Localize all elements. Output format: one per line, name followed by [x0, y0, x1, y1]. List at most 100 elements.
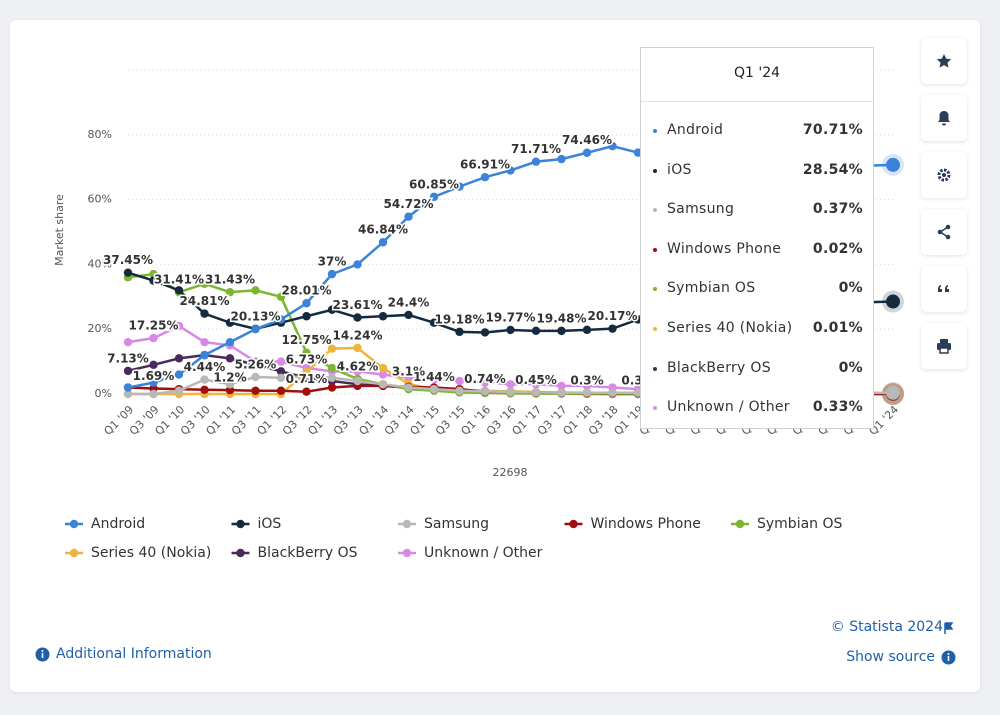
- data-point: [251, 386, 260, 395]
- data-point: [429, 375, 439, 384]
- data-point: [480, 328, 490, 337]
- data-label: 4.44%: [184, 360, 226, 374]
- data-point: [404, 212, 413, 221]
- legend-marker: [69, 519, 79, 529]
- tooltip-series-name: Symbian OS: [667, 280, 756, 297]
- data-point: [506, 325, 515, 335]
- show-source[interactable]: Show source: [846, 649, 935, 665]
- tooltip-series-name: BlackBerry OS: [667, 359, 771, 376]
- data-point: [455, 376, 464, 386]
- data-point: [302, 299, 311, 308]
- additional-information-text: Additional Information: [56, 646, 212, 662]
- data-point: [480, 387, 490, 396]
- data-point: [404, 383, 413, 392]
- data-point: [531, 388, 541, 397]
- legend-label: BlackBerry OS: [258, 545, 358, 561]
- data-label: 1.44%: [413, 370, 455, 384]
- data-point: [174, 354, 184, 363]
- y-tick-label: 20%: [88, 322, 112, 335]
- data-label: 37.45%: [103, 253, 153, 267]
- data-point: [123, 389, 133, 399]
- data-point: [327, 383, 337, 392]
- tooltip-bullet: [653, 168, 657, 173]
- data-label: 46.84%: [358, 223, 408, 237]
- data-label: 19.18%: [435, 312, 485, 326]
- data-point: [531, 326, 541, 336]
- data-point: [886, 385, 900, 400]
- data-point: [327, 305, 337, 314]
- tooltip-value: 0.02%: [812, 240, 863, 257]
- tooltip-value: 0%: [838, 280, 863, 297]
- data-point: [327, 363, 337, 373]
- tooltip-bullet: [653, 247, 657, 252]
- data-point: [506, 166, 515, 175]
- settings-button[interactable]: [921, 152, 967, 198]
- data-point: [378, 312, 388, 321]
- data-point: [557, 154, 566, 164]
- data-point: [378, 363, 388, 373]
- tooltip-row: Windows Phone 0.02%: [653, 241, 863, 261]
- info-icon: [35, 647, 50, 662]
- data-point: [378, 370, 388, 379]
- data-label: 1.69%: [133, 369, 175, 383]
- data-label: 4.62%: [337, 360, 379, 374]
- tooltip-bullet: [653, 327, 657, 331]
- data-label: 0.71%: [286, 372, 328, 386]
- data-point: [429, 318, 439, 327]
- data-point: [225, 385, 235, 395]
- additional-information[interactable]: Additional Information: [56, 646, 212, 662]
- print-button[interactable]: [921, 323, 967, 369]
- legend-label: Series 40 (Nokia): [91, 545, 211, 561]
- data-point: [378, 238, 388, 247]
- data-point: [353, 367, 362, 376]
- data-point: [123, 268, 133, 277]
- legend-label: Samsung: [424, 516, 489, 532]
- data-label: 74.46%: [562, 133, 612, 147]
- tooltip-row: Series 40 (Nokia) 0.01%: [653, 320, 863, 340]
- tooltip-series-name: iOS: [667, 161, 692, 178]
- tooltip-row: Samsung 0.37%: [653, 201, 863, 221]
- info-icon: [941, 650, 956, 665]
- legend-marker: [735, 519, 745, 529]
- data-label: 6.73%: [286, 353, 328, 367]
- data-point: [455, 182, 464, 191]
- y-tick-label: 0%: [95, 387, 112, 400]
- data-label: 24.4%: [388, 295, 430, 309]
- copyright[interactable]: © Statista 2024: [831, 619, 943, 635]
- data-point: [200, 309, 209, 318]
- data-point: [582, 388, 592, 397]
- data-point: [480, 378, 490, 387]
- data-label: 19.48%: [537, 311, 587, 325]
- data-label: 31.43%: [205, 273, 255, 287]
- data-point: [302, 312, 311, 321]
- data-point: [455, 327, 464, 337]
- data-point: [327, 269, 337, 279]
- data-point: [608, 324, 617, 333]
- notification-button[interactable]: [921, 95, 967, 141]
- flag-icon: [944, 622, 954, 634]
- favorite-button[interactable]: [921, 38, 967, 84]
- tooltip-series-name: Samsung: [667, 201, 735, 218]
- data-point: [582, 325, 592, 335]
- data-label: 54.72%: [384, 197, 434, 211]
- data-point: [251, 360, 260, 370]
- data-point: [327, 373, 337, 382]
- data-label: 3.1%: [392, 364, 425, 378]
- data-label: 20.13%: [231, 309, 281, 323]
- data-point: [251, 372, 260, 382]
- data-point: [353, 260, 362, 269]
- data-point: [531, 157, 541, 166]
- data-point: [455, 386, 464, 395]
- data-label: 71.71%: [511, 142, 561, 156]
- data-point: [582, 381, 592, 391]
- cite-button[interactable]: [921, 266, 967, 312]
- data-point: [225, 287, 235, 297]
- data-label: 0.3%: [570, 374, 603, 388]
- data-label: 12.75%: [282, 333, 332, 347]
- legend-marker: [236, 548, 245, 558]
- data-point: [276, 373, 286, 382]
- data-point: [429, 192, 439, 202]
- share-button[interactable]: [921, 209, 967, 255]
- data-label: 20.17%: [588, 309, 638, 323]
- data-point: [225, 318, 235, 327]
